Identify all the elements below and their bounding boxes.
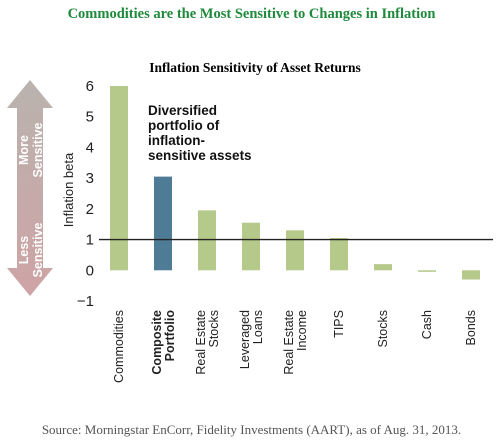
bar-stocks [374, 264, 392, 271]
x-tick-label: TIPS [332, 310, 346, 338]
source-note: Source: Morningstar EnCorr, Fidelity Inv… [41, 422, 462, 437]
x-tick-label: LeveragedLoans [238, 310, 265, 369]
x-tick-label: Cash [420, 310, 434, 339]
y-axis-label: Inflation beta [61, 152, 76, 227]
y-tick-label: 3 [86, 170, 94, 187]
y-tick-label: 2 [86, 201, 94, 218]
portfolio-annotation: Diversified portfolio of inflation-sensiti… [148, 103, 252, 163]
bar-leveraged-loans [242, 222, 260, 271]
bar-composite-portfolio [154, 176, 172, 271]
y-tick-label: 0 [86, 262, 94, 279]
sensitivity-double-arrow [7, 80, 53, 296]
x-tick-label: Real EstateStocks [194, 310, 221, 375]
chart-title: Inflation Sensitivity of Asset Returns [149, 60, 361, 75]
x-axis-labels: Commodities CompositePortfolio Real Estate… [112, 310, 478, 383]
bar-real-estate-stocks [198, 210, 216, 271]
y-tick-label: 5 [86, 109, 94, 126]
bars [110, 86, 480, 280]
bar-real-estate-income [286, 230, 304, 271]
y-axis-ticks: −1 0 1 2 3 4 5 6 [77, 78, 94, 310]
main-title: Commodities are the Most Sensitive to Ch… [67, 6, 436, 22]
x-tick-label: Bonds [464, 310, 478, 345]
y-tick-label: 4 [86, 139, 94, 156]
y-tick-label: −1 [77, 293, 94, 310]
bar-bonds [462, 270, 480, 280]
more-sensitive-label: MoreSensitive [17, 123, 45, 178]
x-tick-label: Commodities [112, 310, 126, 383]
x-tick-label: CompositePortfolio [150, 310, 177, 375]
x-tick-label: Stocks [376, 310, 390, 348]
x-tick-label: Real EstateIncome [282, 310, 309, 375]
y-tick-label: 1 [86, 232, 94, 249]
y-tick-label: 6 [86, 78, 94, 95]
bar-tips [330, 238, 348, 271]
bar-commodities [110, 86, 128, 271]
less-sensitive-label: LessSensitive [17, 223, 45, 278]
bar-cash [418, 270, 436, 272]
